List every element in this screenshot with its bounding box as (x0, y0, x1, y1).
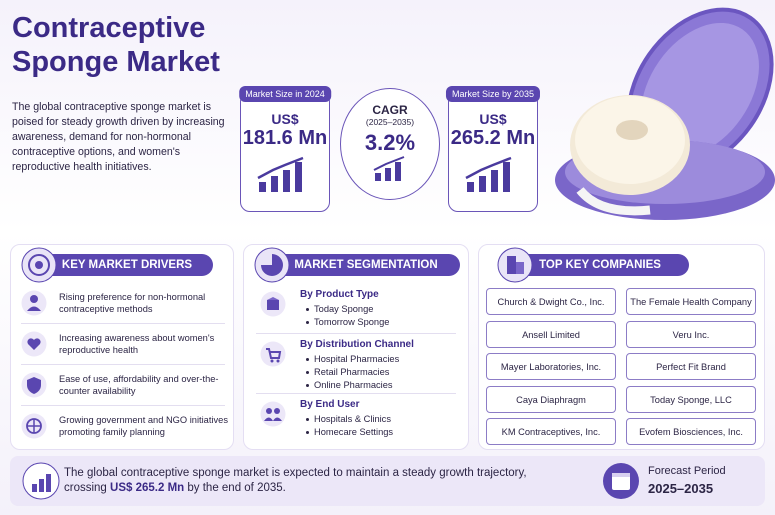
bullet (306, 431, 309, 434)
segment-item: Online Pharmacies (314, 380, 393, 390)
driver-text: Ease of use, affordability and over-the-… (59, 374, 219, 396)
segment-icon (260, 291, 286, 322)
company-box: Today Sponge, LLC (626, 385, 756, 413)
stat-value: 265.2 Mn (450, 127, 536, 149)
company-box: Perfect Fit Brand (626, 353, 756, 380)
footer-text-part: by the end of 2035. (184, 482, 286, 494)
segmentation-panel: MARKET SEGMENTATION By Product Type Today… (243, 244, 469, 450)
footer-text-part: The global contraceptive sponge market i… (64, 467, 530, 494)
stat-card: Market Size by 2035 US$ 265.2 Mn (445, 86, 541, 212)
chart-icon (22, 462, 60, 500)
segment-item: Hospitals & Clinics (314, 414, 391, 424)
growth-icon (373, 156, 405, 181)
company-box: Church & Dwight Co., Inc. (486, 288, 616, 315)
company-box: Veru Inc. (626, 320, 756, 348)
bullet (306, 371, 309, 374)
segment-title: By Distribution Channel (300, 339, 414, 350)
segment-title: By Product Type (300, 289, 379, 300)
driver-icon-svg (21, 372, 47, 398)
driver-icon-svg (21, 290, 47, 316)
driver-icon-svg (21, 413, 47, 439)
stat-label: Market Size in 2024 (239, 86, 331, 102)
driver-icon (21, 372, 47, 403)
forecast-value: 2025–2035 (648, 481, 714, 496)
stat-currency: US$ (479, 111, 507, 127)
company-box: Caya Diaphragm (486, 385, 616, 413)
footer-highlight: US$ 265.2 Mn (110, 482, 185, 494)
panel-heading: MARKET SEGMENTATION (272, 254, 460, 276)
company-box: Mayer Laboratories, Inc. (486, 353, 616, 380)
driver-text: Increasing awareness about women's repro… (59, 333, 215, 355)
driver-icon (21, 413, 47, 444)
segment-title: By End User (300, 399, 360, 410)
panel-heading: KEY MARKET DRIVERS (41, 254, 213, 276)
calendar-icon (603, 463, 639, 499)
segment-item: Hospital Pharmacies (314, 354, 400, 364)
separator (21, 405, 225, 406)
separator (21, 364, 225, 365)
segment-item: Homecare Settings (314, 427, 394, 437)
bullet (306, 321, 309, 324)
growth-icon (465, 156, 512, 192)
cagr-badge: CAGR (2025–2035) 3.2% (340, 88, 440, 200)
separator (21, 323, 225, 324)
driver-icon-svg (21, 331, 47, 357)
company-box: The Female Health Company (626, 288, 756, 315)
driver-text: Rising preference for non-hormonal contr… (59, 292, 206, 314)
company-box: KM Contraceptives, Inc. (486, 418, 616, 445)
segment-item: Tomorrow Sponge (314, 317, 390, 327)
company-box: Evofem Biosciences, Inc. (626, 418, 756, 445)
segment-icon (260, 341, 286, 372)
segment-item: Today Sponge (314, 304, 374, 314)
segment-item: Retail Pharmacies (314, 367, 390, 377)
driver-icon (21, 331, 47, 362)
separator (256, 333, 456, 334)
title: Sponge Market (12, 46, 220, 78)
description: The global contraceptive sponge market i… (12, 101, 225, 173)
stat-period: (2025–2035) (365, 117, 415, 127)
growth-icon (257, 156, 304, 192)
footer-text: The global contraceptive sponge market i… (64, 466, 534, 496)
stat-value: 181.6 Mn (242, 127, 328, 149)
segment-icon-svg (260, 291, 286, 317)
stat-card: Market Size in 2024 US$ 181.6 Mn (239, 86, 331, 212)
driver-text: Growing government and NGO initiatives p… (59, 415, 228, 437)
bullet (306, 418, 309, 421)
bullet (306, 358, 309, 361)
company-box: Ansell Limited (486, 320, 616, 348)
product-illustration (555, 7, 775, 220)
stat-currency: US$ (271, 111, 299, 127)
building-icon (497, 247, 533, 283)
footer-bar: The global contraceptive sponge market i… (10, 456, 765, 506)
bullet (306, 308, 309, 311)
drivers-panel: KEY MARKET DRIVERS Rising preference for… (10, 244, 234, 450)
separator (256, 393, 456, 394)
segment-icon (260, 401, 286, 432)
stat-label: CAGR (372, 103, 408, 117)
stat-value: 3.2% (364, 130, 416, 155)
segment-icon-svg (260, 401, 286, 427)
companies-panel: TOP KEY COMPANIES Church & Dwight Co., I… (478, 244, 765, 450)
target-icon (21, 247, 57, 283)
panel-heading: TOP KEY COMPANIES (511, 254, 689, 276)
driver-icon (21, 290, 47, 321)
forecast-label: Forecast Period (648, 465, 726, 477)
pie-icon (254, 247, 290, 283)
stat-label: Market Size by 2035 (445, 86, 541, 102)
title: Contraceptive (12, 12, 206, 44)
segment-icon-svg (260, 341, 286, 367)
bullet (306, 384, 309, 387)
